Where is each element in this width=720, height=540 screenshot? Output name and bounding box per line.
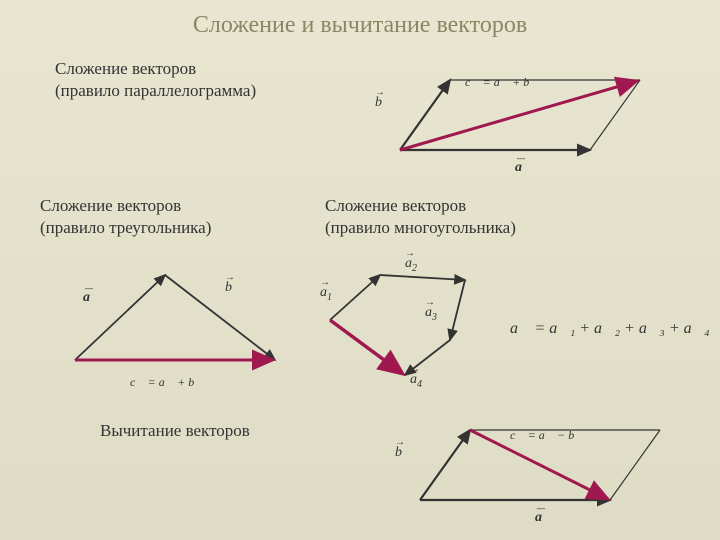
diagram-triangle [60,260,290,380]
diagram-polygon [310,260,480,390]
formula-poly: a⃗ = a⃗₁ + a⃗₂ + a⃗₃ + a⃗₄ [510,320,710,338]
vec-a-tri: —a [83,290,90,306]
formula-para: c⃗ = a⃗ + b⃗ [465,75,539,90]
vec-a-sub: —a [535,510,542,526]
vec-a4: →a4 [410,372,422,390]
vec-a-para: —a [515,160,522,176]
vec-b-tri: →b [225,280,232,296]
vec-b-para: →b [375,95,382,111]
formula-tri: c⃗ = a⃗ + b⃗ [130,375,204,390]
vec-a1: →a1 [320,285,332,303]
vec-a2: →a2 [405,256,417,274]
page-title: Сложение и вычитание векторов [0,0,720,39]
label-triangle: Сложение векторов(правило треугольника) [40,195,211,239]
vec-a3: →a3 [425,305,437,323]
vec-b-sub: →b [395,445,402,461]
label-parallelogram: Сложение векторов(правило параллелограмм… [55,58,256,102]
formula-sub: c⃗ = a⃗ − b⃗ [510,428,584,443]
label-polygon: Сложение векторов(правило многоугольника… [325,195,516,239]
label-subtraction: Вычитание векторов [100,420,250,442]
